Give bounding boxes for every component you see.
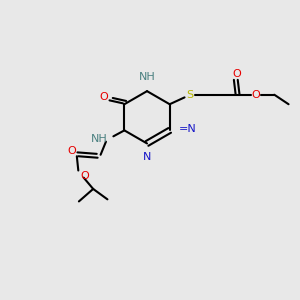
Text: O: O (232, 69, 241, 79)
Text: O: O (251, 90, 260, 100)
Text: N: N (143, 152, 151, 162)
Text: =N: =N (179, 124, 197, 134)
Text: O: O (67, 146, 76, 156)
Text: O: O (80, 171, 89, 181)
Text: O: O (99, 92, 108, 102)
Text: NH: NH (91, 134, 107, 144)
Text: S: S (186, 90, 194, 100)
Text: NH: NH (139, 72, 155, 82)
